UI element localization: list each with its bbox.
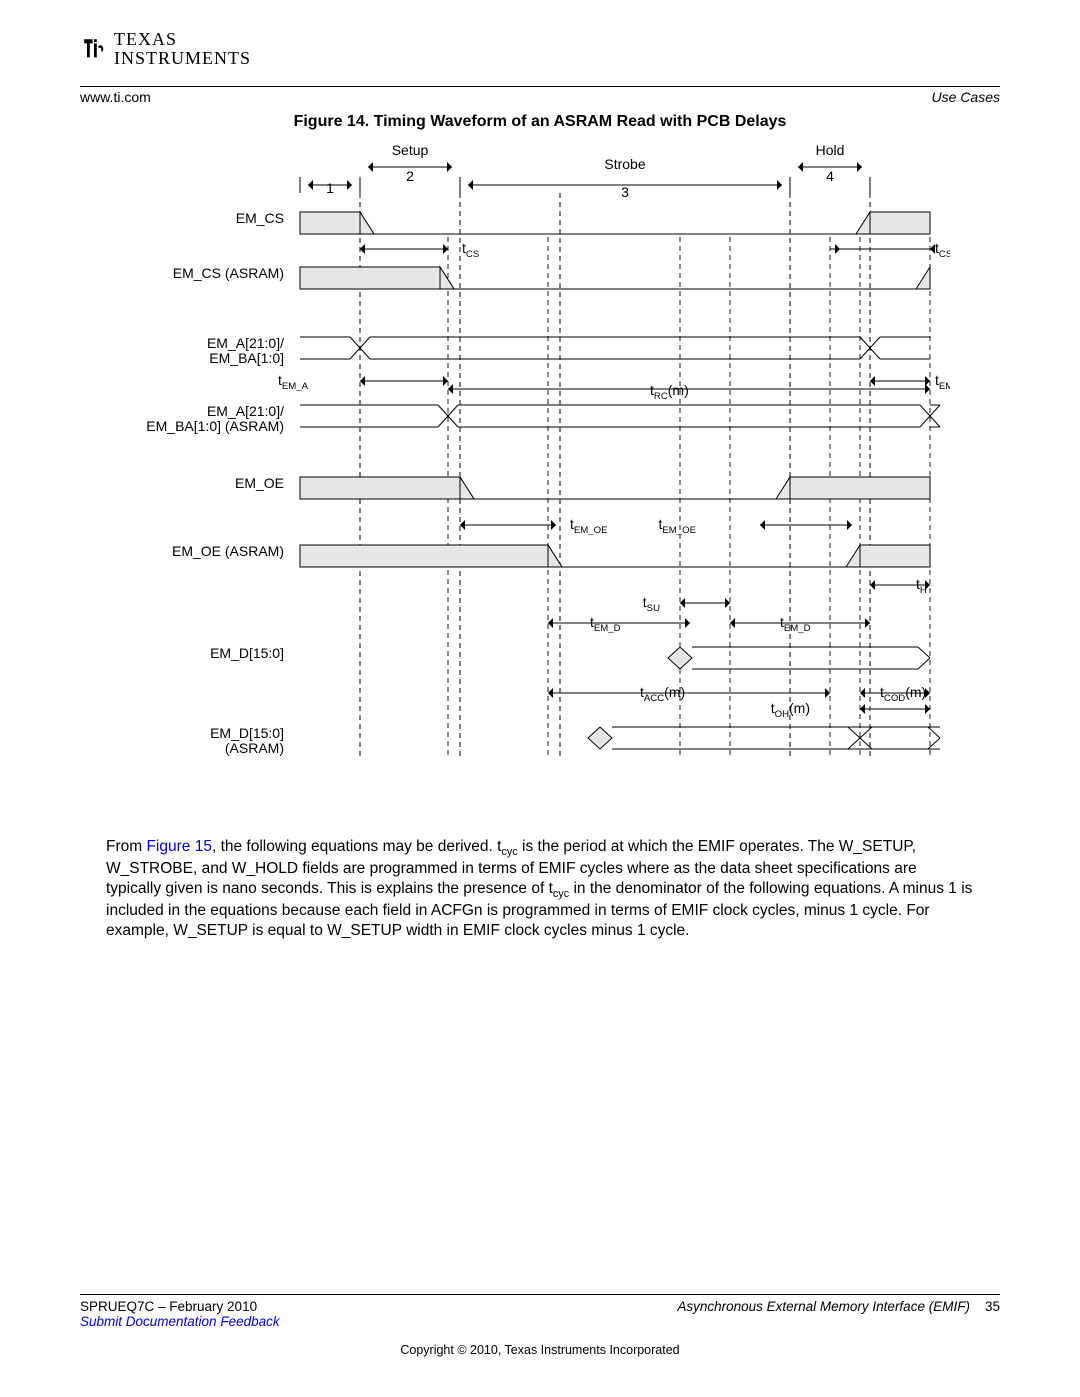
svg-text:tEM_A: tEM_A bbox=[935, 372, 950, 392]
footer-right: Asynchronous External Memory Interface (… bbox=[677, 1299, 1000, 1329]
svg-text:tSU: tSU bbox=[643, 594, 660, 614]
body-paragraph: From Figure 15, the following equations … bbox=[106, 837, 974, 940]
svg-text:tRC(m): tRC(m) bbox=[650, 382, 689, 402]
svg-text:Strobe: Strobe bbox=[604, 156, 645, 172]
svg-text:1: 1 bbox=[326, 180, 334, 196]
page-header: www.ti.com Use Cases bbox=[80, 89, 1000, 105]
svg-text:3: 3 bbox=[621, 184, 629, 200]
page-footer: SPRUEQ7C – February 2010 Submit Document… bbox=[80, 1290, 1000, 1357]
figure-title: Figure 14. Timing Waveform of an ASRAM R… bbox=[80, 113, 1000, 131]
svg-text:tEM_OE: tEM_OE bbox=[570, 516, 607, 536]
header-section: Use Cases bbox=[932, 89, 1000, 105]
svg-text:tH: tH bbox=[916, 576, 927, 596]
ti-logo: TEXAS INSTRUMENTS bbox=[80, 30, 1000, 68]
svg-text:tACC(m): tACC(m) bbox=[640, 684, 685, 704]
svg-text:Hold: Hold bbox=[816, 142, 845, 158]
svg-text:tEM_OE: tEM_OE bbox=[659, 516, 696, 536]
svg-text:tEM_D: tEM_D bbox=[780, 614, 811, 634]
timing-diagram: 1Setup2Strobe3Hold4EM_CSEM_CS (ASRAM)tCS… bbox=[80, 137, 1000, 797]
svg-text:tCOD(m): tCOD(m) bbox=[880, 684, 926, 704]
svg-text:4: 4 bbox=[826, 168, 834, 184]
timing-svg: 1Setup2Strobe3Hold4EM_CSEM_CS (ASRAM)tCS… bbox=[130, 137, 950, 797]
header-rule bbox=[80, 86, 1000, 87]
svg-text:Setup: Setup bbox=[392, 142, 429, 158]
svg-text:2: 2 bbox=[406, 168, 414, 184]
svg-text:tCS: tCS bbox=[935, 240, 950, 260]
ti-logo-text: TEXAS INSTRUMENTS bbox=[114, 30, 251, 68]
footer-copyright: Copyright © 2010, Texas Instruments Inco… bbox=[80, 1343, 1000, 1357]
header-url: www.ti.com bbox=[80, 89, 151, 105]
footer-left: SPRUEQ7C – February 2010 Submit Document… bbox=[80, 1299, 280, 1329]
ti-logo-icon bbox=[80, 35, 108, 63]
figure-link[interactable]: Figure 15 bbox=[146, 838, 211, 855]
feedback-link[interactable]: Submit Documentation Feedback bbox=[80, 1314, 280, 1329]
footer-rule bbox=[80, 1294, 1000, 1295]
svg-text:tCS: tCS bbox=[462, 240, 479, 260]
svg-text:tEM_D: tEM_D bbox=[590, 614, 621, 634]
